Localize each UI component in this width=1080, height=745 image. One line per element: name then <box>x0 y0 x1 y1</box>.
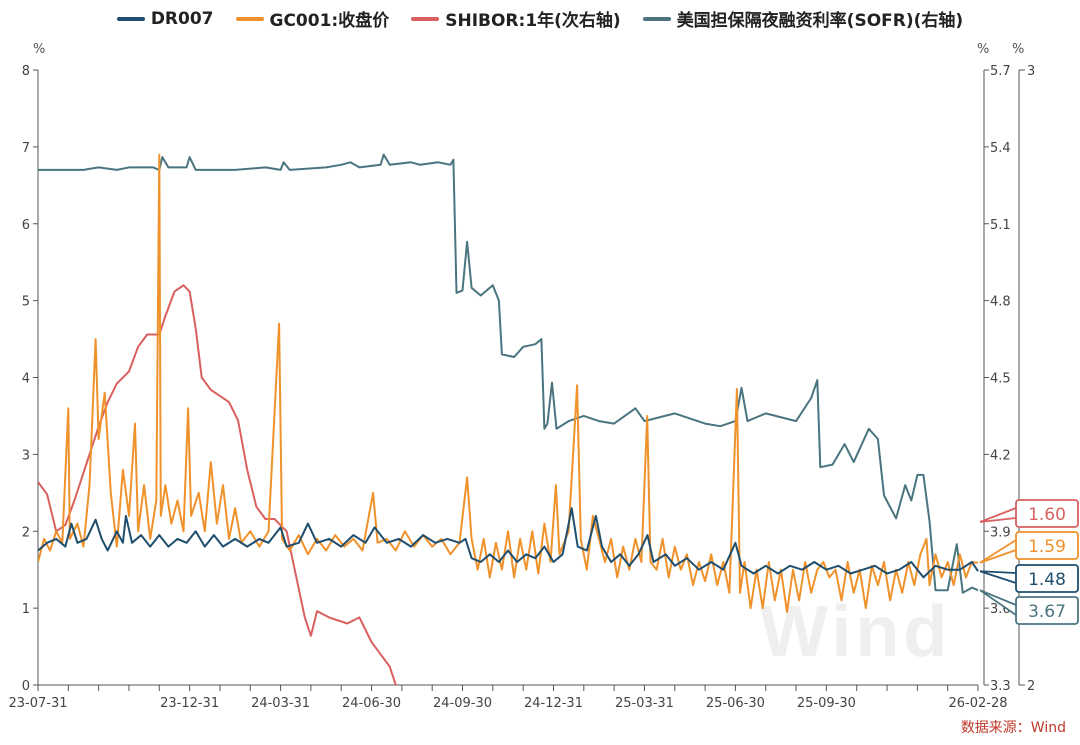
right2-axis-unit: % <box>1012 42 1025 57</box>
right2-axis-tick-label: 3 <box>1027 64 1035 79</box>
callout-box <box>1015 564 1079 593</box>
right-axis-tick-label: 3.9 <box>990 525 1011 540</box>
legend-swatch <box>642 16 671 21</box>
x-axis-tick-label: 24-09-30 <box>433 696 492 711</box>
left-axis-unit: % <box>33 42 46 57</box>
callout-box <box>1015 531 1079 560</box>
legend-item-dr007[interactable]: DR007 <box>116 6 214 31</box>
right2-axis-tick-label: 2 <box>1027 679 1035 694</box>
chart-legend: DR007 GC001:收盘价 SHIBOR:1年(次右轴) 美国担保隔夜融资利… <box>0 6 1080 31</box>
legend-label: GC001:收盘价 <box>269 11 390 31</box>
left-axis-tick-label: 8 <box>22 64 30 79</box>
right-axis-unit: % <box>977 42 990 57</box>
callout-pointer <box>979 570 1017 584</box>
right-axis-tick-label: 5.4 <box>990 141 1011 156</box>
x-axis-tick-label: 23-07-31 <box>8 696 67 711</box>
last-value-label: 1.48 <box>1028 570 1066 590</box>
left-axis-tick-label: 5 <box>22 295 30 310</box>
callout-pointer <box>979 539 1017 564</box>
x-axis-tick-label: 25-09-30 <box>797 696 856 711</box>
legend-item-sofr[interactable]: 美国担保隔夜融资利率(SOFR)(右轴) <box>642 6 964 31</box>
legend-swatch <box>235 16 264 21</box>
callout-box <box>1015 499 1079 528</box>
legend-label: 美国担保隔夜融资利率(SOFR)(右轴) <box>676 11 964 31</box>
legend-swatch <box>116 16 145 21</box>
right-axis-tick-label: 4.2 <box>990 448 1011 463</box>
right-axis-tick-label: 5.7 <box>990 64 1011 79</box>
right-axis-tick-label: 4.8 <box>990 295 1011 310</box>
callout-pointer <box>979 507 1017 523</box>
legend-swatch <box>411 16 440 21</box>
right-axis-tick-label: 3.3 <box>990 679 1011 694</box>
x-axis-tick-label: 26-02-28 <box>948 696 1007 711</box>
left-axis-tick-label: 0 <box>22 679 30 694</box>
last-value-label: 1.59 <box>1028 537 1066 557</box>
left-axis-tick-label: 6 <box>22 218 30 233</box>
series-line-dr007 <box>38 507 979 579</box>
legend-label: SHIBOR:1年(次右轴) <box>445 11 621 31</box>
right-axis-tick-label: 5.1 <box>990 218 1011 233</box>
right-axis-tick-label: 4.5 <box>990 372 1011 387</box>
left-axis-tick-label: 4 <box>22 372 30 387</box>
x-axis-tick-label: 23-12-31 <box>160 696 219 711</box>
x-axis-tick-label: 24-03-31 <box>251 696 310 711</box>
series-line-gc001 <box>38 153 979 613</box>
left-axis-tick-label: 2 <box>22 525 30 540</box>
x-axis-tick-label: 24-12-31 <box>524 696 583 711</box>
legend-item-shibor[interactable]: SHIBOR:1年(次右轴) <box>411 6 621 31</box>
x-axis-tick-label: 24-06-30 <box>342 696 401 711</box>
legend-item-gc001[interactable]: GC001:收盘价 <box>235 6 390 31</box>
legend-label: DR007 <box>150 8 214 29</box>
left-axis-tick-label: 3 <box>22 448 30 463</box>
last-value-label: 3.67 <box>1028 602 1066 622</box>
series-line-shibor <box>38 284 397 685</box>
callout-pointer <box>979 589 1017 616</box>
wind-watermark: Wind <box>760 592 952 672</box>
callout-box <box>1015 596 1079 625</box>
x-axis-tick-label: 25-03-31 <box>615 696 674 711</box>
x-axis-tick-label: 25-06-30 <box>706 696 765 711</box>
data-source: 数据来源：Wind <box>960 720 1066 736</box>
last-value-label: 1.60 <box>1028 505 1066 525</box>
series-line-sofr <box>38 153 979 594</box>
left-axis-tick-label: 7 <box>22 141 30 156</box>
left-axis-tick-label: 1 <box>22 602 30 617</box>
